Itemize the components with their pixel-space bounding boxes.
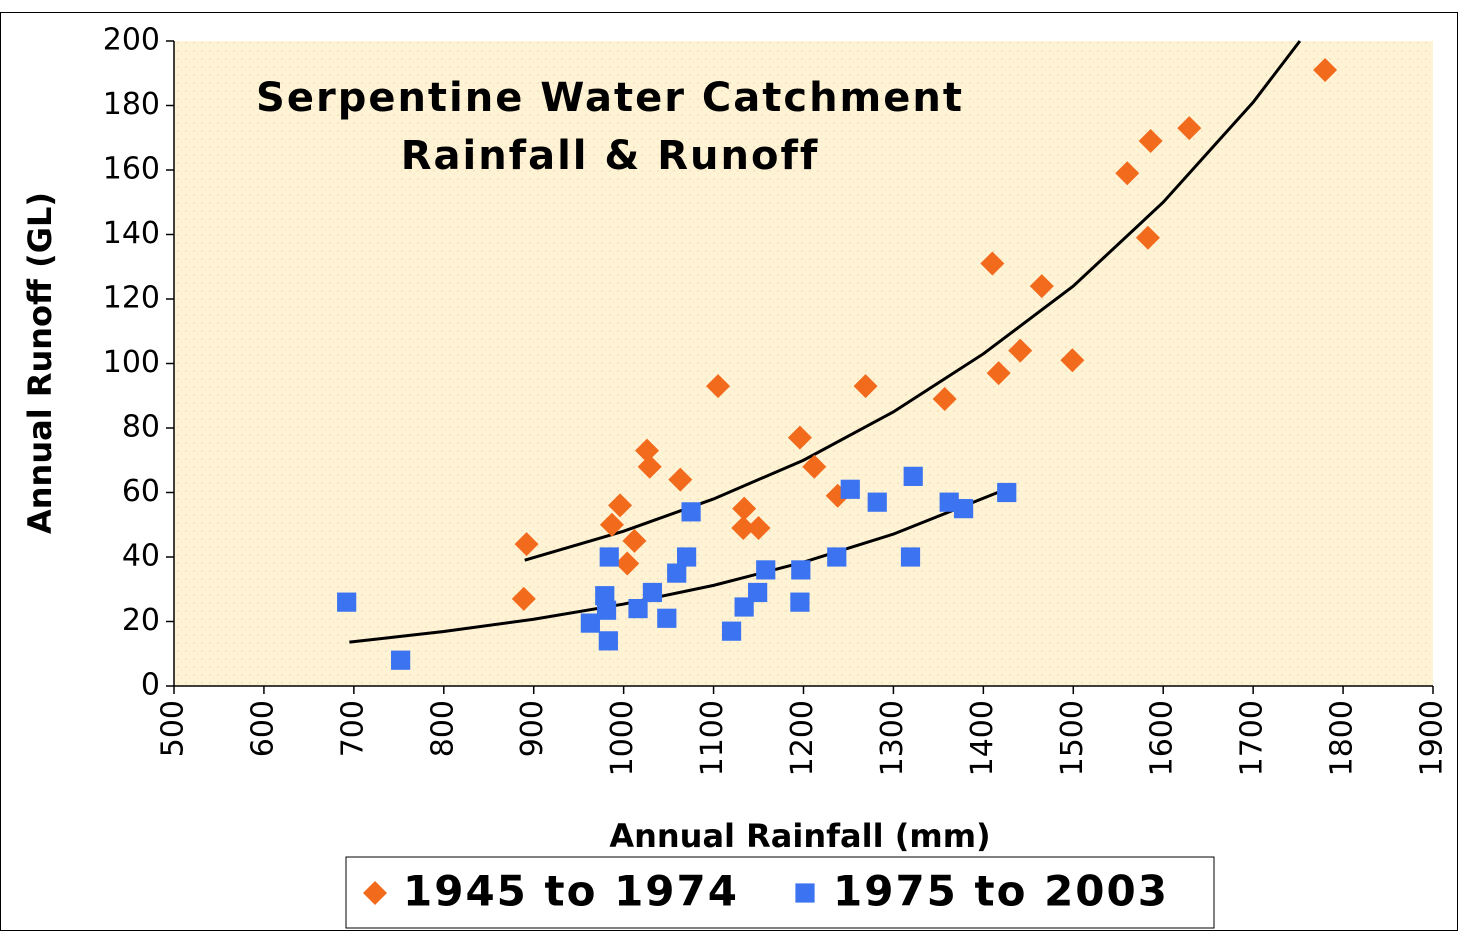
point	[791, 560, 811, 580]
chart-title: Rainfall & Runoff	[401, 133, 820, 179]
point	[706, 374, 731, 399]
point	[997, 482, 1017, 503]
point	[746, 515, 771, 540]
x-tick-label: 800	[425, 700, 460, 757]
point	[598, 631, 618, 651]
x-tick-label: 1700	[1235, 700, 1270, 776]
legend-marker	[795, 883, 815, 903]
point	[1138, 128, 1163, 153]
point	[599, 512, 624, 537]
x-tick-label: 1900	[1415, 700, 1450, 776]
point	[721, 621, 742, 641]
point	[932, 386, 957, 411]
y-axis-label: Annual Runoff (GL)	[21, 192, 59, 534]
point	[657, 608, 677, 628]
point	[599, 547, 619, 567]
point	[608, 493, 633, 518]
x-tick-label: 1400	[965, 700, 1000, 776]
point	[668, 467, 693, 492]
point	[867, 492, 887, 512]
point	[787, 425, 812, 450]
point	[628, 599, 648, 619]
point	[391, 650, 411, 670]
x-tick-label: 1100	[695, 700, 730, 776]
y-tick-label: 140	[103, 216, 160, 251]
point	[802, 454, 827, 479]
x-tick-label: 600	[245, 700, 280, 757]
point	[1177, 116, 1202, 141]
y-tick-label: 200	[103, 23, 160, 58]
point	[642, 582, 663, 603]
point	[827, 547, 847, 567]
y-tick-label: 0	[141, 668, 160, 703]
point	[980, 251, 1005, 276]
point	[731, 515, 756, 540]
point	[615, 551, 640, 576]
point	[734, 597, 754, 617]
point	[514, 532, 539, 557]
point	[595, 586, 615, 606]
point	[676, 547, 697, 567]
legend	[345, 856, 1215, 929]
point	[511, 586, 536, 611]
legend-marker	[363, 881, 387, 905]
point	[756, 560, 776, 580]
x-axis-label: Annual Rainfall (mm)	[609, 817, 990, 855]
point	[637, 454, 662, 479]
x-tick-label: 1600	[1145, 700, 1180, 776]
y-tick-label: 40	[122, 539, 160, 574]
y-tick-label: 100	[103, 345, 160, 380]
point	[840, 479, 860, 499]
point	[596, 600, 617, 620]
chart-title: Serpentine Water Catchment	[256, 75, 964, 121]
point	[953, 499, 974, 519]
point	[732, 496, 757, 521]
trend-line	[524, 40, 1302, 562]
point	[1313, 58, 1338, 83]
point	[681, 502, 701, 522]
y-tick-label: 180	[103, 87, 160, 122]
point	[1060, 348, 1085, 373]
point	[580, 613, 600, 633]
point	[1008, 338, 1033, 363]
point	[667, 563, 687, 583]
x-tick-label: 500	[156, 700, 191, 757]
point	[1115, 161, 1140, 186]
point	[622, 528, 647, 553]
y-tick-label: 160	[103, 152, 160, 187]
point	[903, 466, 923, 486]
x-tick-label: 1200	[785, 700, 820, 776]
point	[1029, 274, 1054, 299]
legend-label: 1975 to 2003	[833, 867, 1169, 916]
x-tick-label: 1500	[1055, 700, 1090, 776]
point	[748, 582, 768, 603]
y-tick-label: 20	[122, 603, 160, 638]
trend-line	[349, 487, 1007, 644]
x-tick-label: 1300	[875, 700, 910, 776]
x-tick-label: 1000	[605, 700, 640, 776]
legend-label: 1945 to 1974	[403, 867, 739, 916]
point	[1135, 225, 1160, 250]
point	[337, 592, 357, 612]
x-tick-label: 700	[335, 700, 370, 757]
x-tick-label: 1800	[1325, 700, 1360, 776]
point	[986, 361, 1011, 386]
point	[635, 438, 660, 463]
y-tick-label: 120	[103, 281, 160, 316]
point	[790, 592, 810, 612]
point	[900, 547, 921, 567]
point	[853, 374, 878, 399]
y-tick-label: 80	[122, 410, 160, 445]
y-tick-label: 60	[122, 474, 160, 509]
x-tick-label: 900	[515, 700, 550, 757]
